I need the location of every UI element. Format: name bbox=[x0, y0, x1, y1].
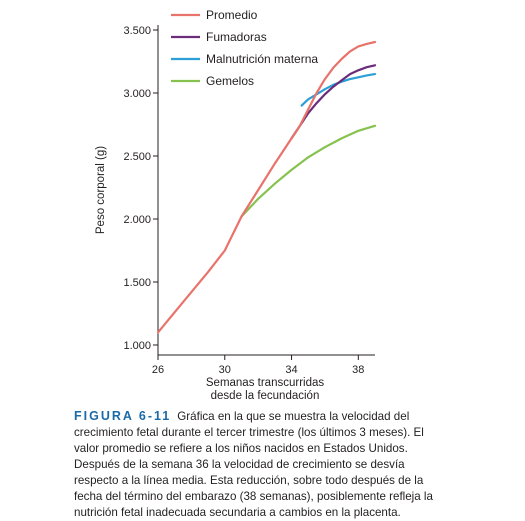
legend: Promedio Fumadoras Malnutrición materna Gem… bbox=[171, 8, 318, 88]
axes: 1.000 1.500 2.000 2.500 3.000 3.500 26 30 34 38 bbox=[123, 25, 375, 376]
y-tick-label: 1.000 bbox=[123, 340, 151, 352]
legend-label: Promedio bbox=[206, 8, 258, 22]
series-line-fumadoras bbox=[290, 64, 377, 140]
series-line-promedio bbox=[156, 40, 377, 334]
figure-caption: FIGURA 6-11 Gráfica en la que se muestra … bbox=[74, 408, 446, 521]
x-tick-label: 26 bbox=[152, 364, 164, 376]
x-axis-title-line-1: Semanas transcurridas bbox=[206, 377, 324, 389]
x-tick-label: 30 bbox=[219, 364, 231, 376]
series-line-gemelos bbox=[240, 124, 377, 218]
legend-label: Malnutrición materna bbox=[206, 52, 318, 66]
series-lines bbox=[156, 40, 377, 334]
y-tick-label: 1.500 bbox=[123, 277, 151, 289]
y-tick-label: 2.000 bbox=[123, 214, 151, 226]
x-tick-label: 38 bbox=[352, 364, 364, 376]
caption-text: Gráfica en la que se muestra la velocida… bbox=[74, 410, 433, 519]
y-axis-title: Peso corporal (g) bbox=[95, 146, 107, 234]
y-tick-label: 3.000 bbox=[123, 88, 151, 100]
y-tick-label: 3.500 bbox=[123, 25, 151, 37]
legend-label: Fumadoras bbox=[206, 30, 267, 44]
growth-chart: 1.000 1.500 2.000 2.500 3.000 3.500 26 30 34 38 P… bbox=[95, 8, 377, 402]
x-axis-title-line-2: desde la fecundación bbox=[211, 390, 320, 402]
figure-label: FIGURA 6-11 bbox=[74, 409, 172, 423]
legend-label: Gemelos bbox=[206, 74, 254, 88]
x-tick-label: 34 bbox=[285, 364, 297, 376]
y-tick-label: 2.500 bbox=[123, 151, 151, 163]
